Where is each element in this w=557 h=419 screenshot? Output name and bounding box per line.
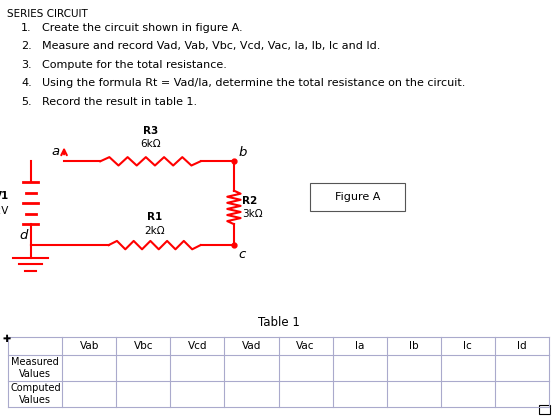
- Text: Vbc: Vbc: [134, 341, 153, 351]
- Text: 2kΩ: 2kΩ: [144, 226, 165, 236]
- Text: Table 1: Table 1: [257, 316, 300, 329]
- Bar: [539, 405, 550, 414]
- Text: 4.: 4.: [21, 78, 32, 88]
- Text: 3kΩ: 3kΩ: [242, 209, 263, 219]
- Text: Create the circuit shown in figure A.: Create the circuit shown in figure A.: [42, 23, 242, 33]
- Text: 12V: 12V: [0, 206, 9, 216]
- Text: Ia: Ia: [355, 341, 364, 351]
- Text: V1: V1: [0, 191, 9, 201]
- Text: c: c: [238, 248, 246, 261]
- Text: Ic: Ic: [463, 341, 472, 351]
- Text: Ib: Ib: [409, 341, 418, 351]
- Text: Measured
Values: Measured Values: [12, 357, 59, 379]
- Text: Record the result in table 1.: Record the result in table 1.: [42, 97, 197, 107]
- Text: R3: R3: [143, 126, 158, 136]
- Text: Vcd: Vcd: [188, 341, 207, 351]
- Text: Compute for the total resistance.: Compute for the total resistance.: [42, 60, 227, 70]
- Text: Vab: Vab: [80, 341, 99, 351]
- Text: Figure A: Figure A: [335, 192, 380, 202]
- Text: Vac: Vac: [296, 341, 315, 351]
- Text: ✚: ✚: [3, 334, 11, 344]
- Text: Id: Id: [517, 341, 526, 351]
- Text: Computed
Values: Computed Values: [10, 383, 61, 405]
- Text: 5.: 5.: [21, 97, 32, 107]
- FancyBboxPatch shape: [310, 183, 405, 211]
- Text: 2.: 2.: [21, 41, 32, 52]
- Text: R2: R2: [242, 196, 257, 206]
- Text: d: d: [19, 229, 28, 242]
- Text: 1.: 1.: [21, 23, 32, 33]
- Text: 3.: 3.: [21, 60, 32, 70]
- Text: Measure and record Vad, Vab, Vbc, Vcd, Vac, Ia, Ib, Ic and Id.: Measure and record Vad, Vab, Vbc, Vcd, V…: [42, 41, 380, 52]
- Text: Vad: Vad: [242, 341, 261, 351]
- Text: SERIES CIRCUIT: SERIES CIRCUIT: [7, 9, 87, 19]
- Text: a: a: [51, 145, 60, 158]
- Text: Using the formula Rt = Vad/Ia, determine the total resistance on the circuit.: Using the formula Rt = Vad/Ia, determine…: [42, 78, 465, 88]
- Text: R1: R1: [147, 212, 162, 222]
- Text: 6kΩ: 6kΩ: [140, 139, 161, 149]
- Text: b: b: [238, 146, 247, 159]
